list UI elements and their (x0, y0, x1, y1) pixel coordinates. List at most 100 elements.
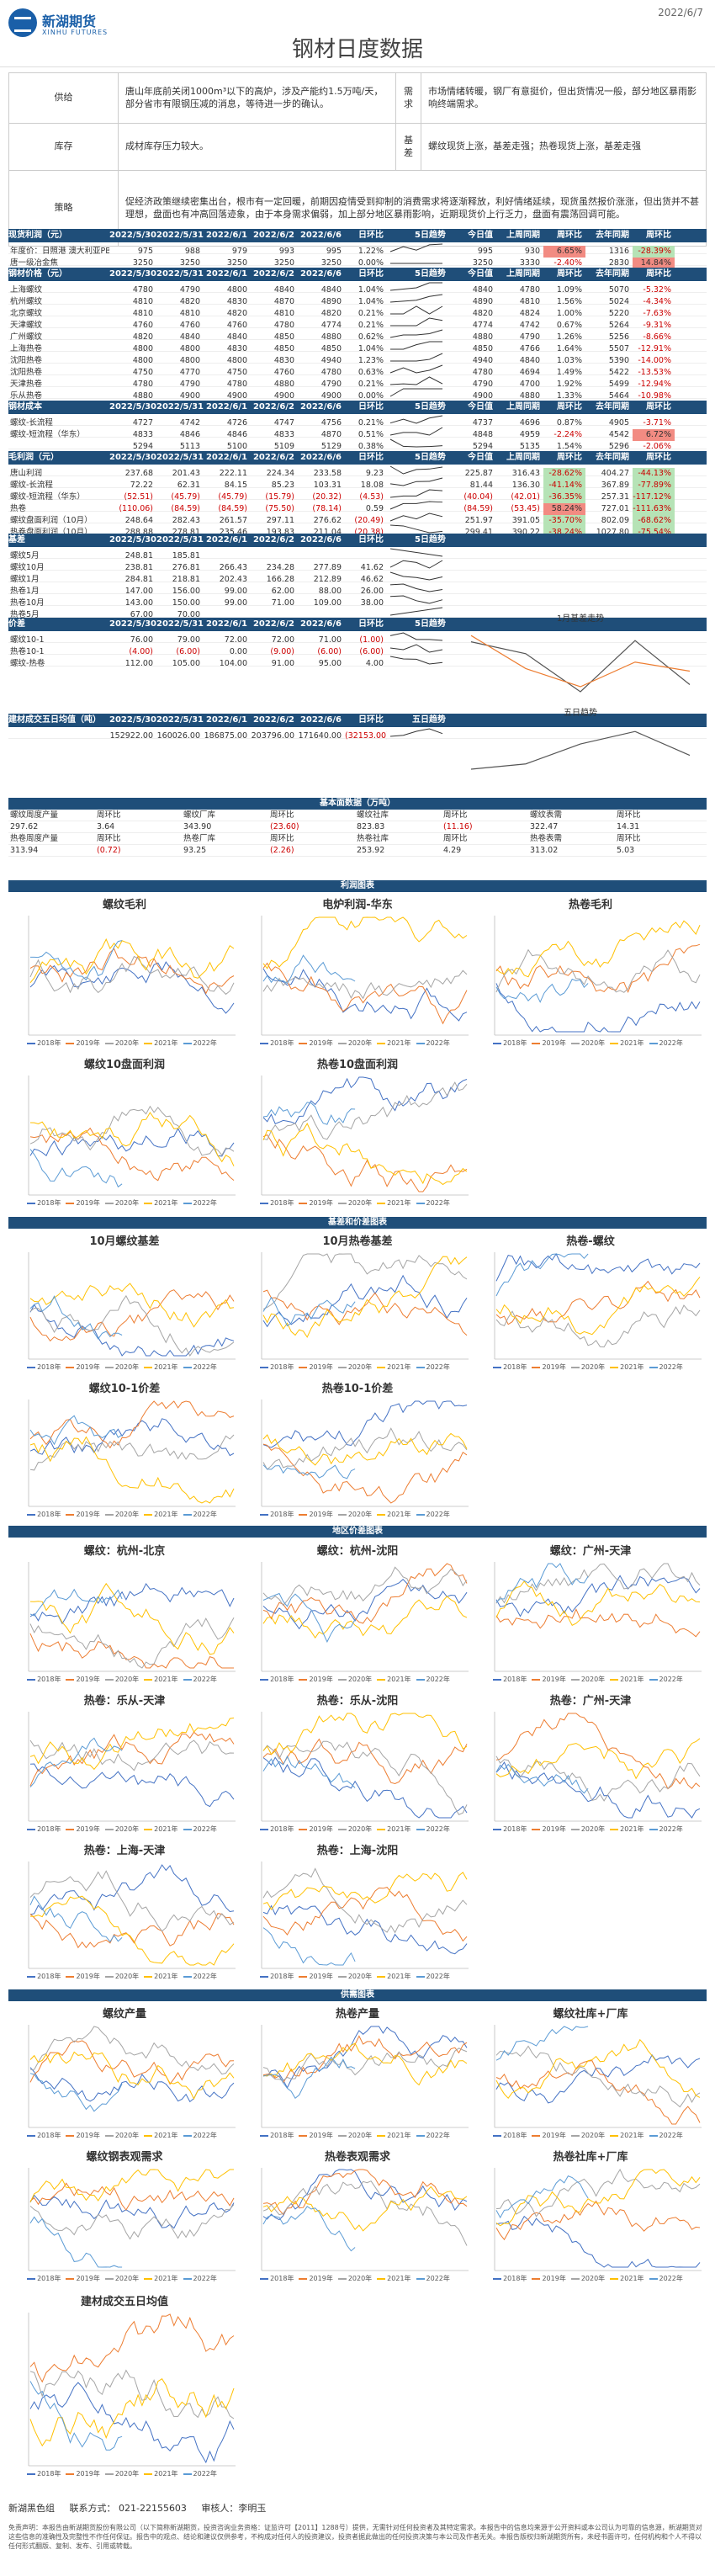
table-cell (387, 606, 449, 621)
chart-r_gz_tj: 螺纹：广州-天津 2018年 2019年 2020年 2021年 2022年 (474, 1540, 707, 1690)
series-line (262, 1134, 468, 1192)
series-line (495, 2168, 701, 2217)
fundamental-band: 基本面数据（万吨） (8, 798, 707, 810)
table-cell: 72.00 (224, 635, 247, 645)
footer-info: 新湖黑色组 联系方式： 021-22155603 审核人：李明玉 (8, 2501, 266, 2515)
fundamental-cell: 313.02 (530, 846, 559, 855)
table-cell: 1.33% (556, 391, 582, 401)
series-line (495, 1713, 701, 1790)
legend-item: 2022年 (416, 2275, 450, 2282)
report-date: 2022/6/7 (658, 7, 703, 19)
legend-item: 2019年 (299, 1511, 333, 1518)
chart-plot (494, 1712, 702, 1822)
legend-label: 2021年 (154, 1973, 178, 1980)
legend-label: 2020年 (347, 1825, 373, 1833)
col-header: 2022/5/30 (109, 402, 157, 412)
table-cell: 0.59 (365, 504, 384, 513)
fundamental-cell: 热卷周度产量 (10, 834, 59, 843)
chart-legend: 2018年 2019年 2020年 2021年 2022年 (8, 1972, 241, 1981)
fundamental-row: 热卷周度产量 周环比 热卷厂库 周环比 热卷社库 周环比 热卷表需 周环比 (8, 833, 707, 845)
table-cell: 4800 (179, 356, 200, 365)
chart-plot (28, 1712, 236, 1822)
fundamental-cell: 253.92 (357, 846, 385, 855)
series-line (29, 2073, 123, 2112)
table-cell: 975 (137, 247, 153, 256)
table-cell: 0.51% (358, 430, 384, 439)
table-cell: 160026.00 (156, 731, 200, 741)
legend-item: 2020年 (104, 1363, 139, 1371)
table-cell: 201.43 (172, 469, 200, 478)
legend-label: 2018年 (503, 1363, 527, 1371)
sparkline (390, 341, 442, 350)
table-cell: -28.39% (633, 246, 675, 258)
series-line (29, 1617, 235, 1669)
legend-item: 2021年 (144, 1363, 178, 1371)
series-line (262, 1904, 468, 1955)
series-line (262, 1887, 468, 1942)
legend-item: 2019年 (66, 1825, 100, 1833)
table-row: 年度价：日照港 澳大利亚PB粉 61.5% 975 988 979 993 995 1.22… (8, 242, 707, 258)
legend-label: 2019年 (309, 1825, 333, 1833)
table-row: 螺纹10月 238.81 276.81 266.43 234.28 277.89 41.62 (8, 559, 707, 572)
legend-item: 2019年 (299, 1676, 333, 1683)
series-line (262, 1713, 468, 1755)
chart-legend: 2018年 2019年 2020年 2021年 2022年 (241, 1510, 474, 1519)
series-line (262, 2186, 468, 2232)
chart-title: 热卷：乐从-沈阳 (316, 1695, 399, 1708)
legend-label: 2022年 (659, 1676, 683, 1683)
table-cell: 79.00 (177, 635, 200, 645)
sparkline (390, 317, 443, 327)
table-cell: 5070 (608, 285, 629, 295)
table-cell: 1.49% (556, 368, 582, 377)
chart-title: 螺纹社库+厂库 (553, 2008, 628, 2021)
table-cell: 4780 (472, 368, 493, 377)
table-cell: 4727 (132, 418, 153, 428)
legend-label: 2021年 (387, 1363, 411, 1371)
series-line (29, 2169, 234, 2203)
series-line (262, 1592, 356, 1644)
series-line (29, 1434, 235, 1471)
basis-table-head: 基差 2022/5/302022/5/31 2022/6/1 2022/6/2 2022… (8, 534, 707, 547)
legend-item: 2022年 (416, 1363, 450, 1371)
legend-item: 2019年 (532, 1676, 566, 1683)
legend-label: 2018年 (37, 1825, 61, 1833)
table-cell: 1.03% (556, 356, 582, 365)
legend-label: 2019年 (76, 1363, 100, 1371)
col-header: 2022/6/2 (252, 402, 294, 412)
table-cell: 4830 (226, 297, 247, 306)
table-cell: 螺纹-短流程（华东） (10, 492, 85, 502)
table-cell: 5294 (472, 442, 493, 451)
chart-plot (261, 1562, 469, 1672)
table-cell: 88.00 (318, 587, 342, 596)
table-cell: 1.54% (556, 442, 582, 451)
supply-label: 供给 (8, 72, 119, 124)
col-header: 建材成交五日均值（吨） (8, 715, 101, 725)
col-header: 去年同期 (596, 402, 629, 412)
table-cell: 3250 (132, 258, 153, 268)
col-header: 日环比 (358, 231, 384, 240)
table-cell: 4760 (226, 321, 247, 330)
chart-plot (28, 1862, 236, 1969)
chart-legend: 2018年 2019年 2020年 2021年 2022年 (474, 1824, 707, 1834)
table-cell: 唐一级冶金焦 (10, 258, 59, 268)
sparkline (389, 282, 442, 291)
legend-label: 2018年 (37, 1676, 61, 1683)
legend-item: 2020年 (337, 1676, 372, 1683)
table-cell: 143.00 (124, 598, 153, 608)
table-row: 螺纹-短流程（华东） 4833 4846 4846 4833 4870 0.51% 4848 4… (8, 426, 707, 441)
legend-label: 2022年 (193, 1199, 217, 1207)
table-cell: 5220 (608, 309, 629, 318)
series-line (29, 1283, 235, 1328)
table-cell: 284.81 (124, 575, 153, 584)
table-cell: 233.58 (313, 469, 342, 478)
table-cell (387, 293, 449, 308)
table-cell: 4880 (273, 380, 294, 389)
legend-label: 2018年 (37, 1199, 61, 1207)
sparkline (389, 243, 443, 252)
table-cell (387, 582, 449, 598)
table-cell: 76.00 (130, 635, 153, 645)
series-line (29, 1112, 235, 1166)
legend-label: 2018年 (37, 1511, 61, 1518)
legend-label: 2019年 (76, 1511, 100, 1518)
series-line (262, 1432, 468, 1466)
